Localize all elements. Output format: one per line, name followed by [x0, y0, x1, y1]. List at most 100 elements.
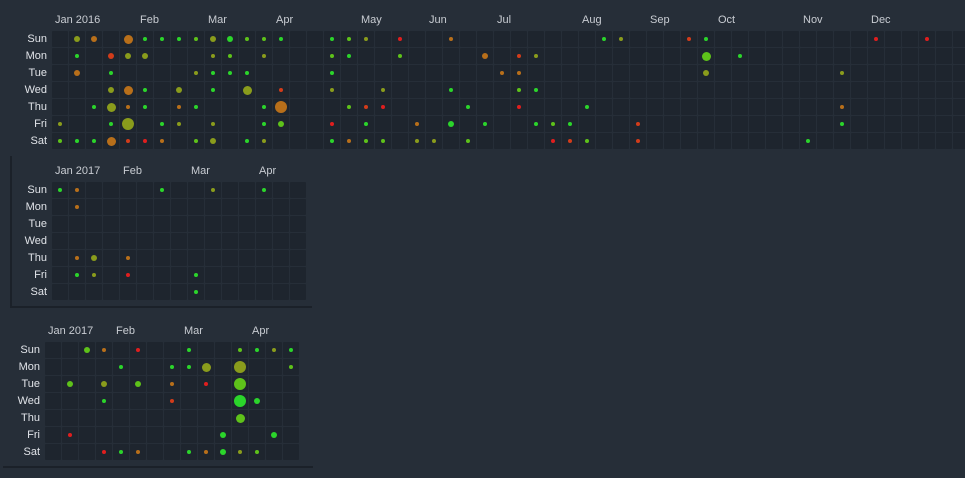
day-cell[interactable] — [936, 133, 952, 149]
day-cell[interactable] — [477, 133, 493, 149]
day-cell[interactable] — [45, 427, 61, 443]
day-cell[interactable] — [222, 133, 238, 149]
day-cell[interactable] — [358, 82, 374, 98]
day-cell[interactable] — [103, 216, 119, 232]
day-cell[interactable] — [545, 48, 561, 64]
day-cell[interactable] — [45, 359, 61, 375]
day-cell[interactable] — [698, 133, 714, 149]
activity-dot[interactable] — [262, 37, 266, 41]
day-cell[interactable] — [800, 82, 816, 98]
activity-dot[interactable] — [279, 37, 283, 41]
day-cell[interactable] — [494, 133, 510, 149]
activity-dot[interactable] — [364, 105, 368, 109]
day-cell[interactable] — [147, 342, 163, 358]
day-cell[interactable] — [307, 133, 323, 149]
day-cell[interactable] — [341, 116, 357, 132]
day-cell[interactable] — [266, 376, 282, 392]
activity-dot[interactable] — [534, 122, 538, 126]
day-cell[interactable] — [800, 48, 816, 64]
day-cell[interactable] — [817, 82, 833, 98]
day-cell[interactable] — [198, 410, 214, 426]
day-cell[interactable] — [766, 31, 782, 47]
activity-dot[interactable] — [840, 71, 844, 75]
activity-dot[interactable] — [142, 53, 148, 59]
activity-dot[interactable] — [75, 205, 79, 209]
day-cell[interactable] — [800, 116, 816, 132]
day-cell[interactable] — [52, 99, 68, 115]
day-cell[interactable] — [273, 233, 289, 249]
activity-dot[interactable] — [176, 87, 182, 93]
activity-dot[interactable] — [126, 105, 130, 109]
day-cell[interactable] — [215, 393, 231, 409]
activity-dot[interactable] — [75, 273, 79, 277]
activity-dot[interactable] — [102, 399, 106, 403]
day-cell[interactable] — [409, 48, 425, 64]
day-cell[interactable] — [443, 65, 459, 81]
day-cell[interactable] — [749, 133, 765, 149]
day-cell[interactable] — [137, 216, 153, 232]
activity-dot[interactable] — [58, 139, 62, 143]
day-cell[interactable] — [69, 284, 85, 300]
day-cell[interactable] — [477, 31, 493, 47]
activity-dot[interactable] — [106, 136, 116, 146]
day-cell[interactable] — [86, 65, 102, 81]
day-cell[interactable] — [137, 233, 153, 249]
activity-dot[interactable] — [234, 395, 246, 407]
day-cell[interactable] — [103, 199, 119, 215]
day-cell[interactable] — [222, 82, 238, 98]
day-cell[interactable] — [205, 216, 221, 232]
day-cell[interactable] — [698, 116, 714, 132]
day-cell[interactable] — [96, 359, 112, 375]
activity-dot[interactable] — [102, 450, 106, 454]
day-cell[interactable] — [283, 410, 299, 426]
activity-dot[interactable] — [703, 70, 709, 76]
day-cell[interactable] — [375, 116, 391, 132]
activity-dot[interactable] — [187, 450, 191, 454]
day-cell[interactable] — [919, 65, 935, 81]
day-cell[interactable] — [443, 48, 459, 64]
day-cell[interactable] — [52, 65, 68, 81]
day-cell[interactable] — [273, 284, 289, 300]
activity-dot[interactable] — [262, 105, 266, 109]
activity-dot[interactable] — [330, 122, 334, 126]
day-cell[interactable] — [164, 427, 180, 443]
day-cell[interactable] — [290, 233, 306, 249]
day-cell[interactable] — [613, 133, 629, 149]
day-cell[interactable] — [392, 99, 408, 115]
day-cell[interactable] — [596, 48, 612, 64]
day-cell[interactable] — [188, 116, 204, 132]
day-cell[interactable] — [113, 376, 129, 392]
activity-dot[interactable] — [177, 122, 181, 126]
day-cell[interactable] — [290, 31, 306, 47]
day-cell[interactable] — [579, 31, 595, 47]
day-cell[interactable] — [222, 250, 238, 266]
day-cell[interactable] — [647, 31, 663, 47]
day-cell[interactable] — [164, 410, 180, 426]
activity-dot[interactable] — [187, 348, 191, 352]
activity-dot[interactable] — [143, 37, 147, 41]
day-cell[interactable] — [290, 48, 306, 64]
activity-dot[interactable] — [170, 399, 174, 403]
day-cell[interactable] — [715, 82, 731, 98]
day-cell[interactable] — [817, 31, 833, 47]
activity-dot[interactable] — [568, 122, 572, 126]
day-cell[interactable] — [392, 65, 408, 81]
day-cell[interactable] — [698, 82, 714, 98]
day-cell[interactable] — [834, 82, 850, 98]
day-cell[interactable] — [222, 99, 238, 115]
day-cell[interactable] — [273, 250, 289, 266]
day-cell[interactable] — [290, 216, 306, 232]
activity-dot[interactable] — [585, 105, 589, 109]
day-cell[interactable] — [154, 250, 170, 266]
day-cell[interactable] — [647, 133, 663, 149]
day-cell[interactable] — [851, 116, 867, 132]
day-cell[interactable] — [198, 427, 214, 443]
day-cell[interactable] — [171, 65, 187, 81]
day-cell[interactable] — [154, 284, 170, 300]
day-cell[interactable] — [239, 116, 255, 132]
day-cell[interactable] — [885, 133, 901, 149]
day-cell[interactable] — [164, 342, 180, 358]
day-cell[interactable] — [528, 65, 544, 81]
day-cell[interactable] — [953, 133, 965, 149]
activity-dot[interactable] — [568, 139, 572, 143]
